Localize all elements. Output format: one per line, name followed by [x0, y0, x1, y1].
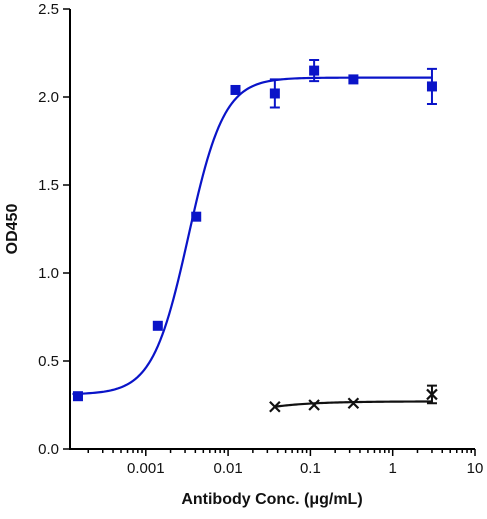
x-tick-label: 0.001 — [127, 460, 165, 477]
y-tick-label: 0.5 — [38, 353, 59, 370]
series-0-point — [309, 65, 320, 76]
series-0-point — [152, 320, 163, 331]
series-0-curve — [72, 76, 432, 396]
x-axis-ticks: 0.001 0.01 0.1 1 10 — [87, 449, 484, 477]
series-1-point — [426, 388, 438, 401]
y-tick-label: 2.5 — [38, 1, 59, 18]
series-1-point — [269, 400, 281, 413]
x-tick-label: 10 — [467, 460, 484, 477]
series-1-point — [347, 397, 360, 410]
series-1-point — [308, 399, 320, 411]
y-tick-label: 0.0 — [38, 441, 59, 458]
y-tick-label: 2.0 — [38, 89, 59, 106]
series-0-point — [426, 81, 437, 92]
series-0-point — [72, 391, 83, 402]
series-0-point — [191, 211, 202, 222]
x-tick-label: 0.1 — [300, 460, 321, 477]
fit-curves — [72, 76, 432, 408]
y-axis-title: OD450 — [4, 204, 21, 255]
y-tick-label: 1.5 — [38, 177, 59, 194]
series-0-point — [230, 84, 241, 95]
series-0-point — [348, 74, 359, 85]
data-points — [72, 59, 438, 413]
series-0-point — [269, 88, 280, 99]
y-tick-label: 1.0 — [38, 265, 59, 282]
x-tick-label: 1 — [389, 460, 397, 477]
x-axis-title: Antibody Conc. (μg/mL) — [181, 491, 362, 508]
y-axis-ticks: 0.0 0.5 1.0 1.5 2.0 2.5 — [38, 1, 70, 458]
x-tick-label: 0.01 — [213, 460, 242, 477]
